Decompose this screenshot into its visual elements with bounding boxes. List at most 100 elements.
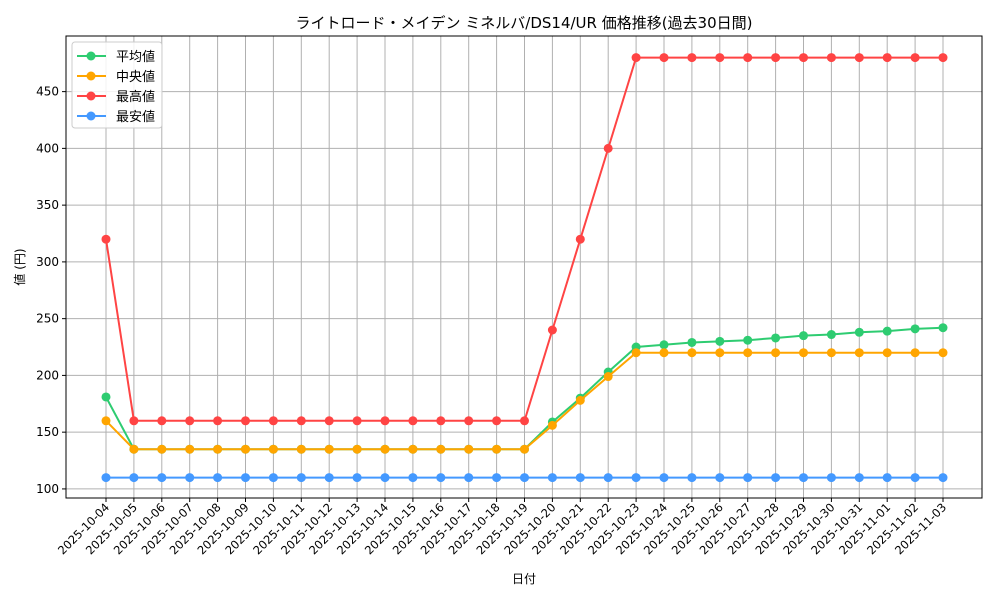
data-point	[715, 336, 725, 346]
data-point	[826, 53, 836, 63]
legend-label: 平均値	[116, 49, 155, 65]
data-point	[380, 473, 390, 483]
legend-marker	[86, 51, 96, 61]
data-point	[826, 330, 836, 340]
data-point	[547, 420, 557, 430]
data-point	[799, 473, 808, 483]
y-tick-label: 100	[36, 482, 59, 496]
data-point	[324, 473, 334, 483]
data-point	[296, 444, 306, 454]
data-point	[854, 327, 864, 337]
y-tick-label: 350	[36, 198, 59, 212]
data-point	[492, 416, 502, 426]
data-point	[268, 444, 278, 454]
data-point	[352, 444, 362, 454]
data-point	[603, 372, 613, 382]
series-1	[101, 348, 948, 454]
data-point	[520, 444, 529, 454]
data-point	[101, 392, 111, 402]
legend-label: 最高値	[116, 89, 155, 105]
data-point	[101, 234, 111, 244]
data-point	[492, 473, 502, 483]
data-point	[129, 444, 139, 454]
data-point	[185, 473, 195, 483]
data-point	[436, 444, 446, 454]
data-point	[799, 348, 808, 358]
data-point	[687, 473, 697, 483]
data-point	[547, 325, 557, 335]
data-point	[882, 348, 892, 358]
data-point	[352, 473, 362, 483]
data-point	[799, 53, 808, 63]
data-point	[129, 416, 139, 426]
data-point	[352, 416, 362, 426]
plot-frame	[65, 35, 983, 499]
series-3	[101, 473, 948, 483]
data-point	[575, 395, 585, 405]
data-point	[436, 416, 446, 426]
legend-marker	[86, 111, 96, 121]
data-point	[603, 473, 613, 483]
data-point	[659, 348, 669, 358]
data-point	[910, 324, 920, 334]
data-point	[492, 444, 502, 454]
data-point	[771, 333, 781, 343]
series-2	[101, 53, 948, 426]
y-tick-label: 200	[36, 368, 59, 382]
data-point	[938, 323, 948, 333]
y-axis: 100 150 200 250 300 350 400 450	[36, 85, 66, 496]
data-point	[799, 331, 808, 341]
data-point	[743, 53, 753, 63]
data-point	[157, 416, 167, 426]
data-point	[408, 444, 418, 454]
y-tick-label: 300	[36, 255, 59, 269]
data-point	[241, 416, 250, 426]
y-tick-label: 450	[36, 85, 59, 99]
data-point	[743, 348, 753, 358]
data-point	[631, 348, 641, 358]
data-point	[324, 444, 334, 454]
data-point	[882, 473, 892, 483]
data-point	[380, 416, 390, 426]
y-axis-label: 値 (円)	[12, 248, 27, 285]
data-point	[938, 348, 948, 358]
data-point	[324, 416, 334, 426]
data-point	[715, 348, 725, 358]
data-point	[854, 348, 864, 358]
data-point	[213, 473, 223, 483]
data-point	[101, 473, 111, 483]
data-point	[659, 473, 669, 483]
data-point	[185, 416, 195, 426]
data-point	[910, 348, 920, 358]
data-point	[826, 348, 836, 358]
data-point	[910, 473, 920, 483]
y-tick-label: 250	[36, 312, 59, 326]
data-point	[296, 473, 306, 483]
data-point	[268, 416, 278, 426]
data-point	[213, 416, 223, 426]
y-tick-label: 400	[36, 141, 59, 155]
data-point	[157, 444, 167, 454]
data-point	[157, 473, 167, 483]
data-point	[743, 335, 753, 345]
data-point	[241, 444, 250, 454]
data-point	[603, 143, 613, 153]
legend-marker	[86, 91, 96, 101]
data-point	[268, 473, 278, 483]
data-point	[101, 416, 111, 426]
data-point	[380, 444, 390, 454]
data-point	[687, 348, 697, 358]
data-point	[547, 473, 557, 483]
legend-label: 最安値	[116, 109, 155, 125]
data-point	[659, 340, 669, 350]
data-point	[213, 444, 223, 454]
data-point	[520, 416, 529, 426]
data-point	[464, 444, 474, 454]
series-lines	[101, 53, 948, 483]
legend-marker	[86, 71, 96, 81]
data-point	[464, 473, 474, 483]
data-point	[910, 53, 920, 63]
data-point	[938, 53, 948, 63]
